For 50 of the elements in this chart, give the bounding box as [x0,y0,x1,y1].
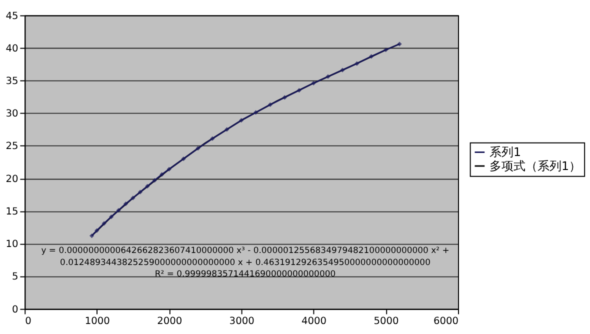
point [123,202,128,206]
point [311,80,316,86]
point [94,228,100,233]
point [166,166,172,172]
y-tick-label: 40 [6,43,18,54]
y-tick-label: 35 [6,76,18,87]
point [196,146,200,151]
point [152,178,157,183]
y-tick-label: 5 [12,272,18,283]
point [253,110,258,115]
x-tick-label: 1000 [84,316,110,328]
annotation: R² = 0.9999983571441690000000000000 [154,268,336,279]
y-tick-label: 0 [12,304,18,316]
point [369,54,374,59]
point [181,156,186,162]
y-tick-label: 25 [6,141,18,152]
point [224,127,230,132]
point [296,88,302,93]
annotation: y = 0.0000000000642662823607410000000 x³ - 0.0000012556834979482100000000000 x² + [41,245,450,256]
point [160,172,164,177]
x-tick-label: 6000 [433,316,459,328]
point [354,61,360,66]
point [145,184,150,189]
point [210,136,215,141]
point [340,68,345,72]
annotation: 0.0124893443825259000000000000000 x + 0.4631912926354950000000000000000 [60,256,430,267]
legend-label: 系列1 [490,145,522,160]
y-tick-label: 10 [6,239,18,250]
point [102,221,106,226]
x-tick-label: 5000 [374,316,399,328]
x-tick-label: 3000 [229,316,254,328]
point [116,208,121,213]
point [239,118,244,123]
y-tick-label: 45 [6,10,18,22]
point [282,95,287,100]
y-tick-label: 30 [6,108,18,120]
point [383,48,388,52]
point [397,42,402,46]
point [268,102,273,107]
point [130,196,136,200]
point [108,214,114,220]
legend-label: 多项式（系列1） [490,158,582,173]
x-tick-label: 4000 [302,316,327,328]
x-tick-label: 0 [25,316,32,328]
point [89,233,94,238]
point [138,190,143,194]
y-tick-label: 15 [6,206,18,218]
point [326,74,330,79]
y-tick-label: 20 [6,174,18,185]
x-tick-label: 2000 [157,316,182,328]
